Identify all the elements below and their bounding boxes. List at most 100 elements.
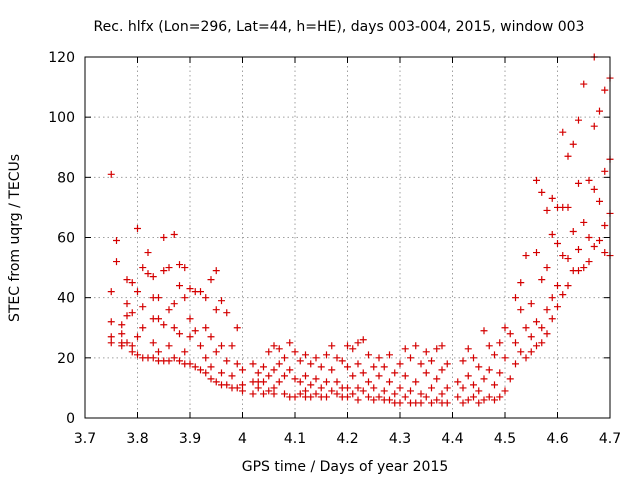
data-point <box>438 342 446 350</box>
data-point <box>260 390 267 398</box>
data-point <box>181 294 189 302</box>
data-point <box>176 357 183 365</box>
chart-title: Rec. hlfx (Lon=296, Lat=44, h=HE), days … <box>94 19 585 35</box>
data-point <box>134 224 141 232</box>
data-point <box>428 357 435 365</box>
data-point <box>134 351 141 359</box>
data-point <box>249 360 257 368</box>
y-tick-label: 60 <box>57 231 75 247</box>
data-point <box>412 342 420 350</box>
data-point <box>128 342 136 350</box>
data-point <box>281 354 288 362</box>
y-tick-label: 120 <box>48 50 75 66</box>
data-point <box>506 375 514 383</box>
data-point <box>370 384 378 392</box>
data-point <box>517 279 525 287</box>
data-point <box>149 354 157 362</box>
data-point <box>564 152 572 160</box>
data-point <box>438 390 446 398</box>
data-point <box>186 333 194 341</box>
data-point <box>302 387 309 395</box>
data-point <box>170 354 178 362</box>
y-axis-label: STEC from uqrg / TECUs <box>7 154 23 322</box>
data-point <box>128 348 136 356</box>
data-point <box>428 384 435 392</box>
data-point <box>186 315 194 323</box>
data-point <box>475 363 483 371</box>
data-point <box>207 333 215 341</box>
data-point <box>375 393 383 401</box>
data-point <box>291 348 299 356</box>
data-point <box>181 348 189 356</box>
data-point <box>107 339 115 347</box>
data-point <box>580 80 588 88</box>
data-point <box>286 339 294 347</box>
data-point <box>496 369 504 377</box>
data-point <box>197 342 204 350</box>
data-point <box>170 324 178 332</box>
data-point <box>134 333 141 341</box>
data-point <box>344 393 351 401</box>
data-point <box>291 375 299 383</box>
data-point <box>134 288 141 296</box>
data-point <box>501 324 509 332</box>
data-point <box>323 378 330 386</box>
data-point <box>522 252 530 260</box>
data-point <box>128 279 136 287</box>
x-tick-label: 3.8 <box>126 431 148 447</box>
data-point <box>249 390 257 398</box>
data-point <box>265 372 273 380</box>
data-point <box>270 342 278 350</box>
x-tick-label: 4.4 <box>441 431 463 447</box>
data-point <box>407 354 414 362</box>
data-point <box>165 342 173 350</box>
data-point <box>533 249 540 257</box>
data-point <box>590 243 598 251</box>
data-point <box>328 342 336 350</box>
data-point <box>338 357 346 365</box>
data-point <box>113 258 120 266</box>
data-point <box>170 230 178 238</box>
data-point <box>475 387 483 395</box>
data-point <box>538 188 546 196</box>
data-point <box>228 342 236 350</box>
data-point <box>538 276 546 284</box>
x-tick-label: 3.9 <box>179 431 201 447</box>
data-point <box>491 396 498 404</box>
data-point <box>543 330 551 338</box>
data-point <box>212 306 220 314</box>
data-point <box>155 294 162 302</box>
data-point <box>170 300 178 308</box>
data-point <box>359 387 367 395</box>
data-point <box>281 390 288 398</box>
data-point <box>165 357 173 365</box>
data-point <box>396 384 404 392</box>
data-point <box>396 360 404 368</box>
data-point <box>443 399 451 407</box>
data-point <box>564 203 572 211</box>
data-point <box>375 354 383 362</box>
data-point <box>543 264 551 272</box>
data-point <box>128 309 136 317</box>
data-point <box>407 387 414 395</box>
data-point <box>344 363 351 371</box>
data-point <box>417 390 425 398</box>
data-point <box>359 336 367 344</box>
data-point <box>522 324 530 332</box>
data-point <box>344 342 351 350</box>
data-point <box>254 384 262 392</box>
data-point <box>239 387 246 395</box>
data-point <box>181 264 189 272</box>
data-point <box>533 318 540 326</box>
data-point <box>239 366 246 374</box>
data-point <box>223 309 231 317</box>
data-point <box>123 276 131 284</box>
data-point <box>286 366 294 374</box>
y-tick-label: 0 <box>66 411 75 427</box>
data-point <box>296 378 304 386</box>
data-point <box>569 140 577 148</box>
axis-ticks: 3.7 3.8 3.9 4 4.1 4.2 4.3 4.4 4.5 4.6 4.7 0 20 40 60 80… <box>48 50 621 447</box>
data-point <box>512 360 519 368</box>
x-tick-label: 4.1 <box>284 431 306 447</box>
